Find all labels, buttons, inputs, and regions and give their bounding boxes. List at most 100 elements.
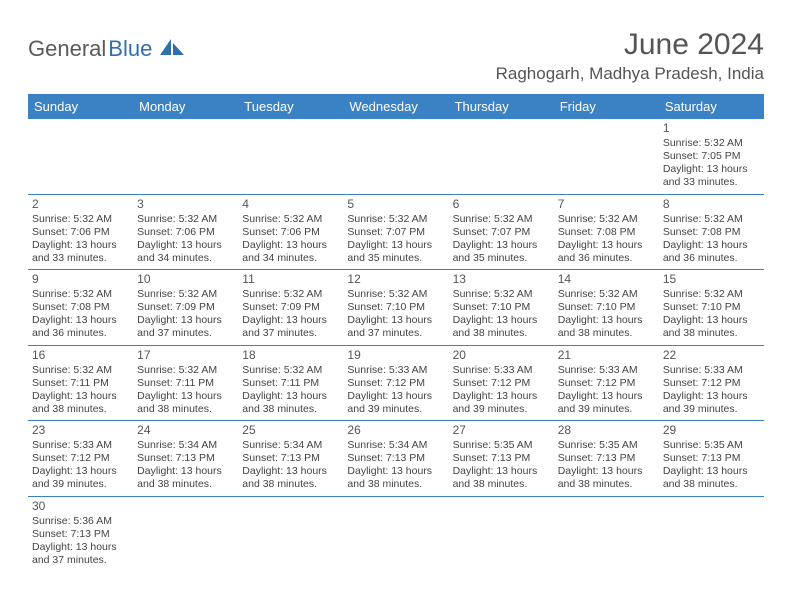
day-detail: and 38 minutes. (242, 478, 339, 491)
day-detail: Daylight: 13 hours (347, 390, 444, 403)
day-detail: Sunrise: 5:35 AM (453, 439, 550, 452)
day-detail: Sunrise: 5:32 AM (242, 364, 339, 377)
day-detail: Daylight: 13 hours (242, 465, 339, 478)
day-detail: Daylight: 13 hours (663, 465, 760, 478)
calendar-cell: 30Sunrise: 5:36 AMSunset: 7:13 PMDayligh… (28, 496, 133, 571)
day-detail: Sunset: 7:12 PM (663, 377, 760, 390)
day-detail: and 38 minutes. (453, 478, 550, 491)
day-number: 22 (663, 348, 760, 363)
day-number: 19 (347, 348, 444, 363)
day-detail: Sunrise: 5:33 AM (32, 439, 129, 452)
day-number: 15 (663, 272, 760, 287)
day-detail: and 38 minutes. (663, 327, 760, 340)
day-detail: Daylight: 13 hours (558, 390, 655, 403)
calendar-row: 2Sunrise: 5:32 AMSunset: 7:06 PMDaylight… (28, 194, 764, 270)
logo-text-blue: Blue (108, 36, 152, 62)
day-detail: and 39 minutes. (347, 403, 444, 416)
day-detail: Daylight: 13 hours (453, 465, 550, 478)
day-number: 2 (32, 197, 129, 212)
calendar-cell (659, 496, 764, 571)
day-number: 11 (242, 272, 339, 287)
day-detail: Sunset: 7:06 PM (242, 226, 339, 239)
day-header: Monday (133, 94, 238, 119)
day-detail: Sunrise: 5:34 AM (137, 439, 234, 452)
location: Raghogarh, Madhya Pradesh, India (496, 64, 764, 84)
day-detail: Sunrise: 5:34 AM (242, 439, 339, 452)
day-detail: Sunset: 7:10 PM (663, 301, 760, 314)
day-number: 8 (663, 197, 760, 212)
day-detail: Daylight: 13 hours (558, 314, 655, 327)
day-number: 29 (663, 423, 760, 438)
day-number: 4 (242, 197, 339, 212)
day-detail: and 39 minutes. (32, 478, 129, 491)
day-detail: Sunset: 7:06 PM (137, 226, 234, 239)
day-number: 18 (242, 348, 339, 363)
day-detail: and 38 minutes. (663, 478, 760, 491)
day-detail: Sunset: 7:10 PM (453, 301, 550, 314)
calendar-cell: 23Sunrise: 5:33 AMSunset: 7:12 PMDayligh… (28, 421, 133, 497)
day-detail: Sunset: 7:13 PM (242, 452, 339, 465)
calendar-cell: 25Sunrise: 5:34 AMSunset: 7:13 PMDayligh… (238, 421, 343, 497)
day-detail: and 38 minutes. (347, 478, 444, 491)
calendar-cell (449, 496, 554, 571)
day-detail: Sunrise: 5:32 AM (453, 213, 550, 226)
day-detail: and 37 minutes. (347, 327, 444, 340)
day-detail: Sunrise: 5:32 AM (32, 288, 129, 301)
day-detail: Sunset: 7:08 PM (32, 301, 129, 314)
day-number: 30 (32, 499, 129, 514)
calendar-cell: 17Sunrise: 5:32 AMSunset: 7:11 PMDayligh… (133, 345, 238, 421)
day-detail: Sunset: 7:12 PM (453, 377, 550, 390)
day-detail: Sunset: 7:11 PM (137, 377, 234, 390)
calendar-cell: 19Sunrise: 5:33 AMSunset: 7:12 PMDayligh… (343, 345, 448, 421)
day-number: 9 (32, 272, 129, 287)
day-detail: and 33 minutes. (663, 176, 760, 189)
calendar-cell: 3Sunrise: 5:32 AMSunset: 7:06 PMDaylight… (133, 194, 238, 270)
day-number: 28 (558, 423, 655, 438)
day-detail: Daylight: 13 hours (663, 390, 760, 403)
day-detail: and 39 minutes. (453, 403, 550, 416)
day-detail: and 37 minutes. (32, 554, 129, 567)
calendar-cell (554, 496, 659, 571)
day-detail: Sunset: 7:08 PM (663, 226, 760, 239)
logo-text-general: General (28, 36, 106, 62)
day-detail: Daylight: 13 hours (453, 390, 550, 403)
month-title: June 2024 (496, 28, 764, 62)
day-detail: Sunrise: 5:35 AM (558, 439, 655, 452)
calendar-cell: 5Sunrise: 5:32 AMSunset: 7:07 PMDaylight… (343, 194, 448, 270)
calendar-row: 16Sunrise: 5:32 AMSunset: 7:11 PMDayligh… (28, 345, 764, 421)
calendar-cell: 11Sunrise: 5:32 AMSunset: 7:09 PMDayligh… (238, 270, 343, 346)
calendar-cell: 20Sunrise: 5:33 AMSunset: 7:12 PMDayligh… (449, 345, 554, 421)
day-detail: Daylight: 13 hours (347, 465, 444, 478)
day-detail: Sunset: 7:07 PM (347, 226, 444, 239)
day-detail: Sunrise: 5:32 AM (347, 213, 444, 226)
header: GeneralBlue June 2024 Raghogarh, Madhya … (28, 28, 764, 84)
calendar-cell: 22Sunrise: 5:33 AMSunset: 7:12 PMDayligh… (659, 345, 764, 421)
day-detail: Sunrise: 5:32 AM (558, 213, 655, 226)
calendar-cell (343, 119, 448, 194)
calendar-cell: 12Sunrise: 5:32 AMSunset: 7:10 PMDayligh… (343, 270, 448, 346)
day-number: 26 (347, 423, 444, 438)
day-detail: and 38 minutes. (32, 403, 129, 416)
calendar-cell: 2Sunrise: 5:32 AMSunset: 7:06 PMDaylight… (28, 194, 133, 270)
calendar-row: 30Sunrise: 5:36 AMSunset: 7:13 PMDayligh… (28, 496, 764, 571)
calendar-cell: 27Sunrise: 5:35 AMSunset: 7:13 PMDayligh… (449, 421, 554, 497)
day-detail: Sunrise: 5:32 AM (137, 288, 234, 301)
day-detail: Sunrise: 5:32 AM (663, 213, 760, 226)
calendar-cell: 18Sunrise: 5:32 AMSunset: 7:11 PMDayligh… (238, 345, 343, 421)
calendar-cell: 21Sunrise: 5:33 AMSunset: 7:12 PMDayligh… (554, 345, 659, 421)
calendar-cell (133, 119, 238, 194)
day-detail: Sunset: 7:10 PM (347, 301, 444, 314)
day-number: 14 (558, 272, 655, 287)
day-number: 21 (558, 348, 655, 363)
day-detail: Sunrise: 5:34 AM (347, 439, 444, 452)
day-header-row: Sunday Monday Tuesday Wednesday Thursday… (28, 94, 764, 119)
day-detail: and 35 minutes. (453, 252, 550, 265)
calendar-cell: 24Sunrise: 5:34 AMSunset: 7:13 PMDayligh… (133, 421, 238, 497)
day-detail: Daylight: 13 hours (242, 239, 339, 252)
day-detail: and 34 minutes. (242, 252, 339, 265)
day-header: Friday (554, 94, 659, 119)
day-detail: Sunrise: 5:33 AM (558, 364, 655, 377)
day-detail: and 39 minutes. (663, 403, 760, 416)
day-number: 10 (137, 272, 234, 287)
day-detail: Sunset: 7:08 PM (558, 226, 655, 239)
